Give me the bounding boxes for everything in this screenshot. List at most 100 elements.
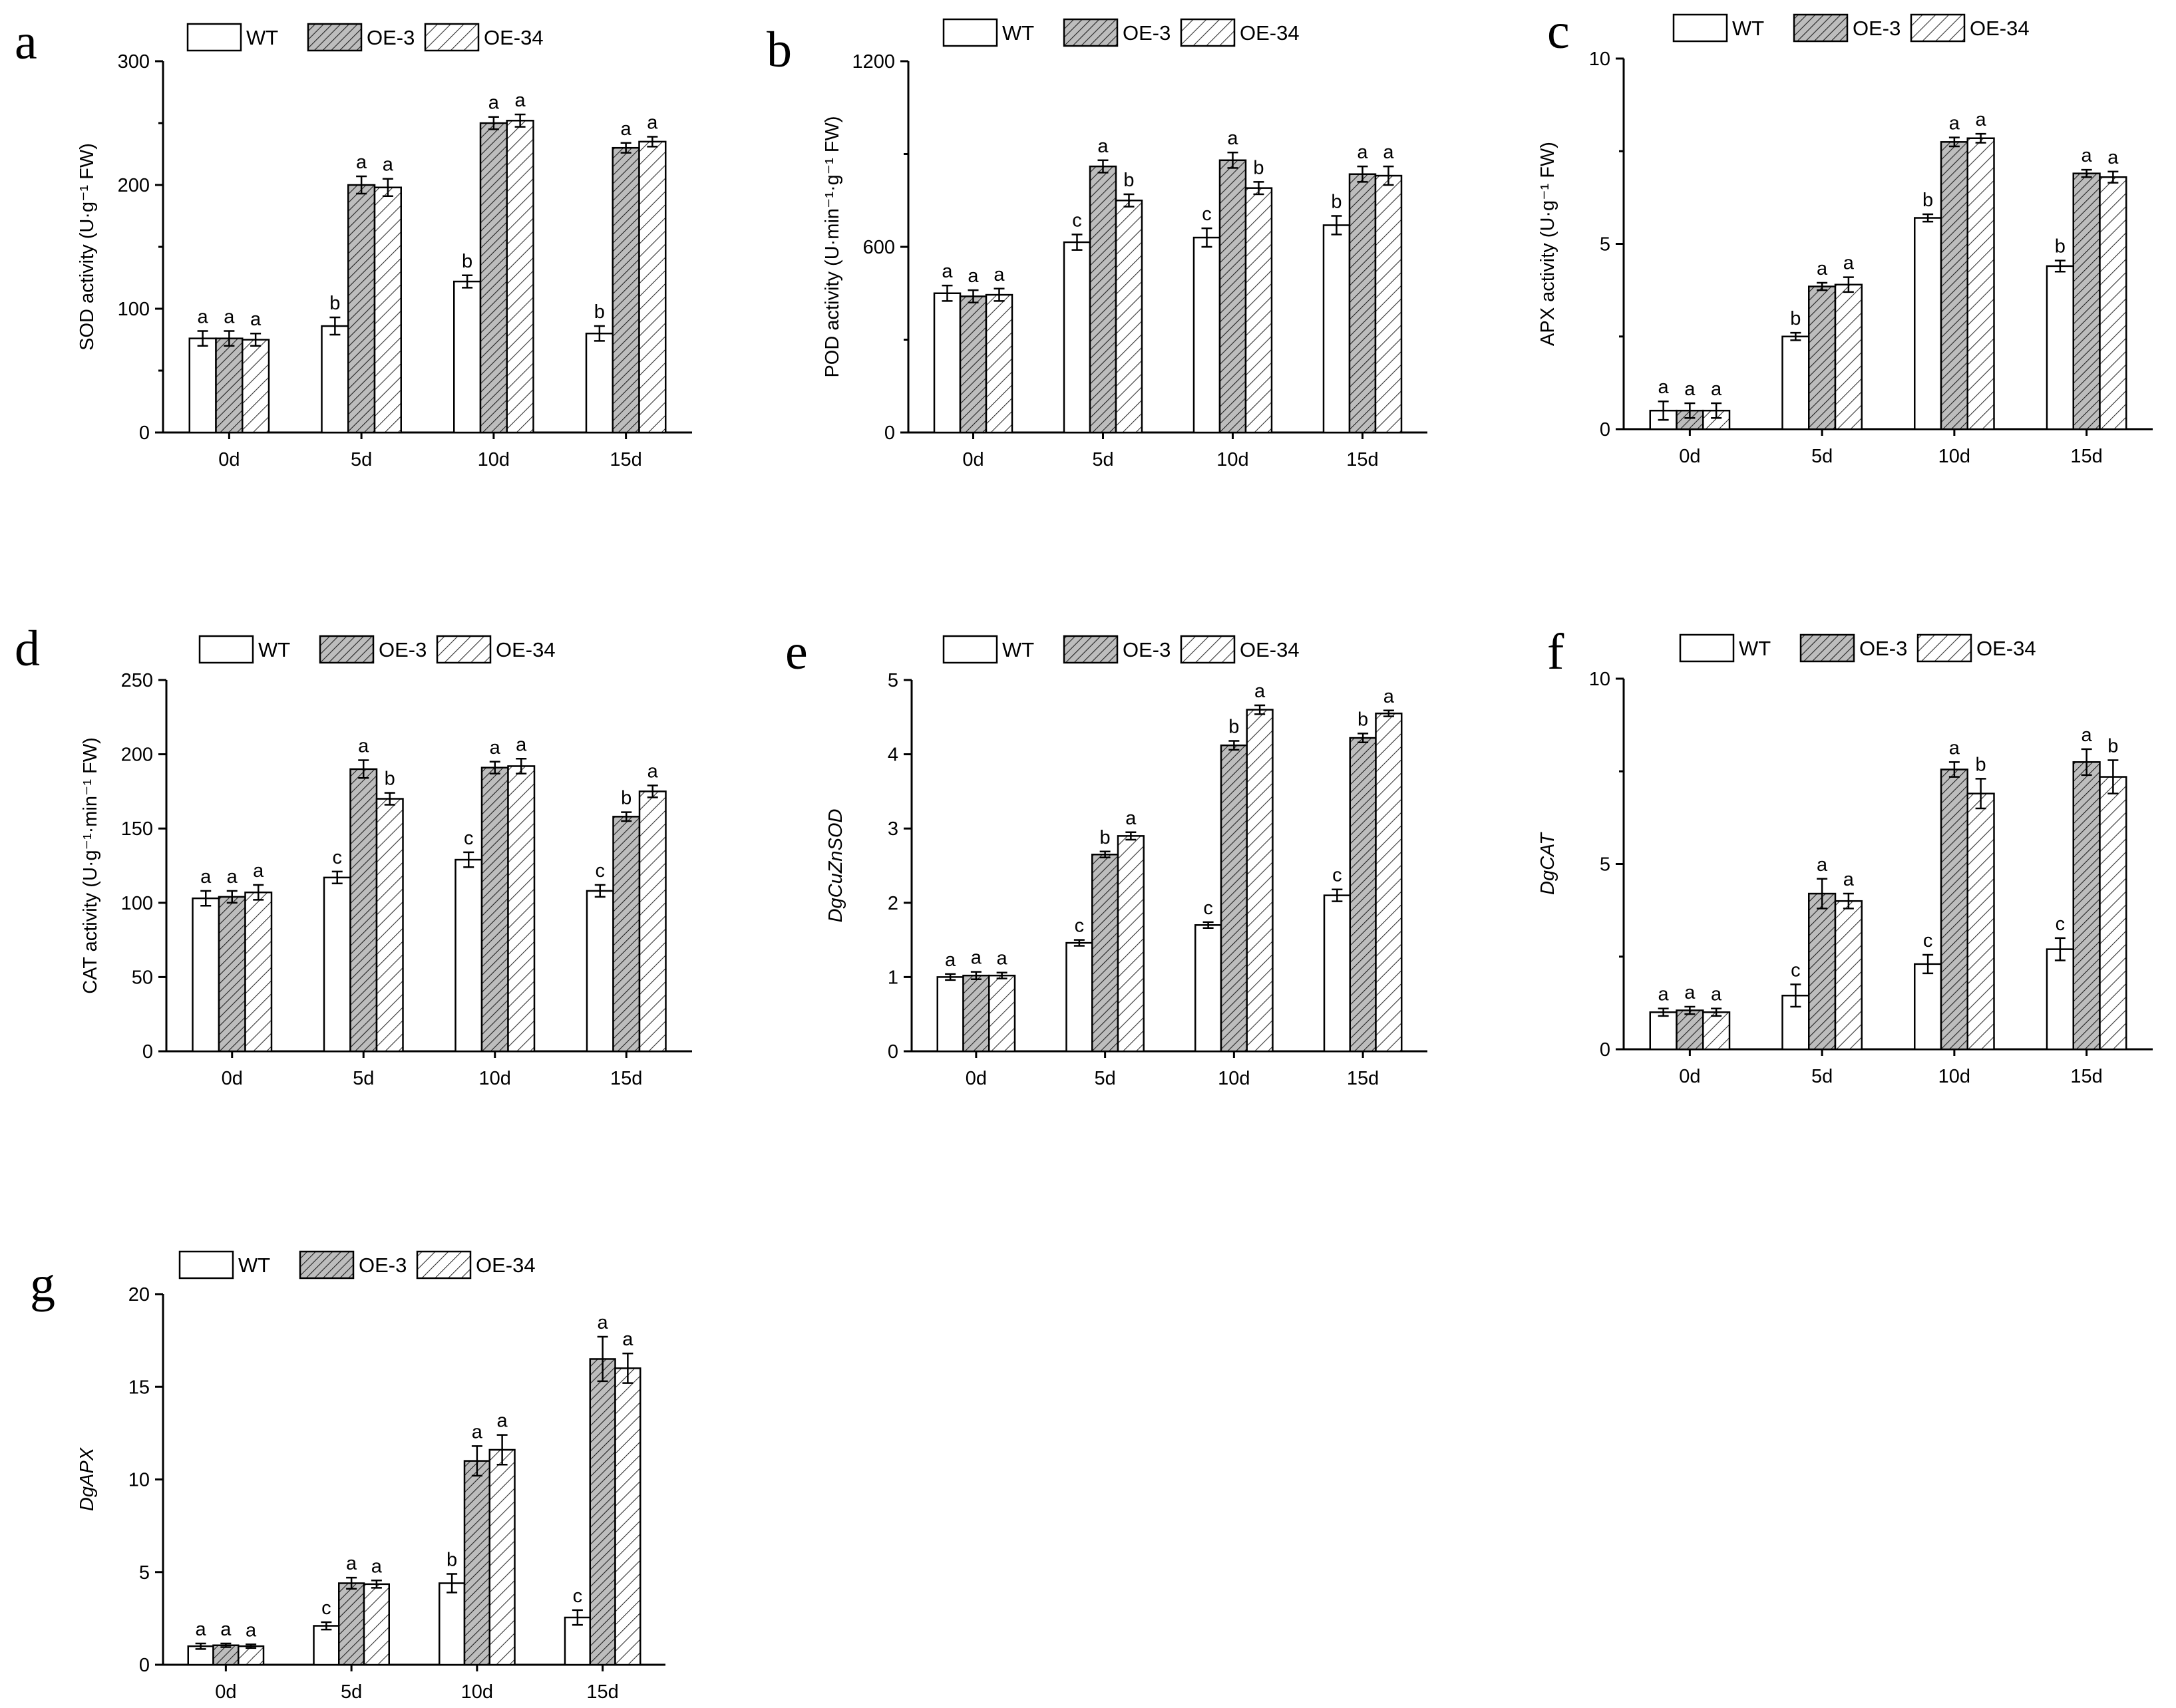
legend-swatch-oe34 [1916,633,1972,663]
bar-wt [933,292,962,434]
x-tick-label: 0d [215,1681,236,1703]
x-tick-label: 5d [341,1681,362,1703]
bar-oe3 [1940,141,1968,430]
y-tick-label: 5 [1600,234,1610,256]
legend-swatch-wt [198,635,254,664]
y-axis-title: POD activity (U·min⁻¹·g⁻¹ FW) [822,116,843,377]
bar-oe34 [1834,283,1863,430]
significance-label: a [1817,854,1828,876]
significance-label: a [942,261,953,282]
significance-label: a [1949,737,1960,759]
bar-oe34 [373,186,402,434]
significance-label: a [371,1556,383,1577]
bar-oe34 [506,120,534,434]
significance-label: b [329,293,340,314]
bar-oe3 [218,896,246,1053]
bar-oe3 [1940,769,1968,1051]
y-tick-label: 0 [888,1041,898,1063]
significance-label: c [1332,865,1342,886]
significance-label: a [2082,725,2093,746]
bar-oe34 [1375,712,1403,1053]
bar-wt [2046,265,2074,430]
bar-wt [1914,963,1942,1051]
significance-label: a [1125,808,1137,829]
bar-oe3 [962,974,990,1053]
legend-label-wt: WT [1002,638,1034,661]
x-tick-label: 15d [1346,449,1378,470]
bar-oe34 [1966,792,1995,1051]
y-tick-label: 0 [1600,1039,1610,1061]
bar-oe3 [463,1460,490,1666]
legend-swatch-oe3 [1063,18,1119,47]
significance-label: b [447,1550,457,1571]
significance-label: a [515,90,526,111]
significance-label: a [622,1329,634,1350]
bar-oe34 [507,765,536,1053]
bar-wt [188,337,217,434]
significance-label: a [346,1553,357,1574]
y-axis-title: DgCuZnSOD [825,809,846,923]
legend-label-oe34: OE-34 [1976,637,2036,660]
significance-label: b [1228,717,1239,738]
bar-wt [454,858,483,1053]
bar-oe34 [363,1583,390,1666]
x-tick-label: 15d [1347,1068,1379,1089]
y-tick-label: 3 [888,818,898,840]
x-tick-label: 5d [1811,446,1833,467]
significance-label: a [971,947,982,969]
y-tick-label: 1200 [852,51,895,73]
legend-swatch-wt [186,23,242,52]
y-axis-title: APX activity (U·g⁻¹ FW) [1537,142,1558,346]
legend-label-oe34: OE-34 [1240,21,1300,45]
x-tick-label: 5d [1811,1066,1833,1087]
legend: WT OE-3 OE-34 [198,635,556,664]
bar-oe3 [612,816,641,1053]
y-axis-title: DgAPX [77,1447,98,1511]
panel-letter: b [767,22,792,78]
legend-swatch-wt [942,18,998,47]
bar-wt [1781,335,1810,430]
significance-label: a [1684,379,1696,400]
y-axis-title: SOD activity (U·g⁻¹ FW) [77,143,98,351]
bar-oe34 [488,1449,516,1666]
y-tick-label: 10 [128,1470,150,1491]
significance-label: a [516,734,527,755]
bar-oe34 [614,1367,641,1666]
legend-swatch-wt [1679,633,1735,663]
y-tick-label: 100 [121,893,153,914]
panel-letter: g [30,1256,55,1312]
bar-oe34 [238,1645,265,1666]
significance-label: b [1976,754,1986,775]
significance-label: c [596,860,606,882]
significance-label: b [2107,736,2118,757]
x-tick-label: 0d [1679,1066,1700,1087]
significance-label: a [1843,253,1855,274]
significance-label: b [1100,827,1111,848]
significance-label: c [1072,210,1082,231]
y-axis-title: CAT activity (U·g⁻¹·min⁻¹ FW) [80,737,101,994]
y-tick-label: 20 [128,1284,150,1305]
significance-label: a [1658,377,1670,398]
y-tick-label: 300 [118,51,150,73]
legend-label-wt: WT [246,26,278,49]
y-tick-label: 0 [139,1655,150,1676]
significance-label: a [1711,984,1722,1005]
bar-oe34 [375,798,404,1053]
bar-oe3 [1218,159,1247,434]
bar-wt [1063,241,1091,434]
significance-label: c [1203,898,1213,919]
panel-letter: e [785,624,808,680]
bar-oe34 [242,339,270,434]
bar-wt [2046,948,2074,1051]
legend-swatch-oe34 [416,1250,472,1280]
significance-label: c [321,1598,331,1619]
legend-label-wt: WT [1732,17,1764,40]
bar-oe3 [1220,744,1248,1053]
bar-wt [936,976,964,1053]
bar-oe3 [349,768,378,1053]
legend-swatch-oe34 [1180,18,1236,47]
significance-label: a [647,112,658,133]
bar-oe3 [480,767,509,1053]
y-tick-label: 50 [132,967,153,988]
significance-label: c [464,828,474,849]
